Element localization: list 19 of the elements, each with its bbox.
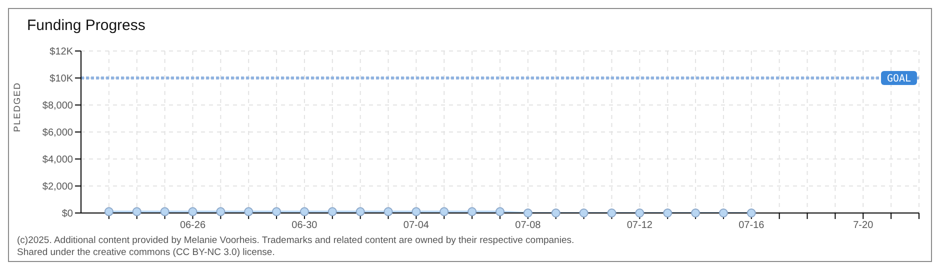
x-tick-label: 07-16 — [738, 220, 765, 232]
x-tick-label: 07-12 — [626, 220, 653, 232]
x-tick-label: 06-26 — [180, 220, 206, 232]
text: Shared under the creative commons (CC BY-NC 3.0) license. — [17, 247, 276, 259]
y-tick-label: $8,000 — [42, 100, 74, 112]
x-tick-label: 07-08 — [515, 220, 542, 232]
x-tick-label: 07-04 — [403, 220, 430, 232]
ref-line-label: GOAL — [886, 74, 912, 84]
y-tick-label: $10K — [50, 74, 74, 85]
chart-title: Funding Progress — [27, 17, 146, 34]
x-tick-label: 7-20 — [853, 220, 874, 232]
y-tick-label: $6,000 — [42, 128, 74, 139]
y-axis-title: PLEDGED — [12, 82, 22, 132]
y-tick-label: $0 — [62, 208, 74, 220]
y-tick-label: $2,000 — [42, 182, 74, 193]
text: (c)2025. Additional content provided by Melanie Voorheis. Trademarks and related content are owned by their respective companies. — [17, 235, 574, 247]
y-tick-label: $4,000 — [42, 154, 74, 166]
x-tick-label: 06-30 — [292, 220, 318, 232]
y-tick-label: $12K — [50, 46, 74, 58]
